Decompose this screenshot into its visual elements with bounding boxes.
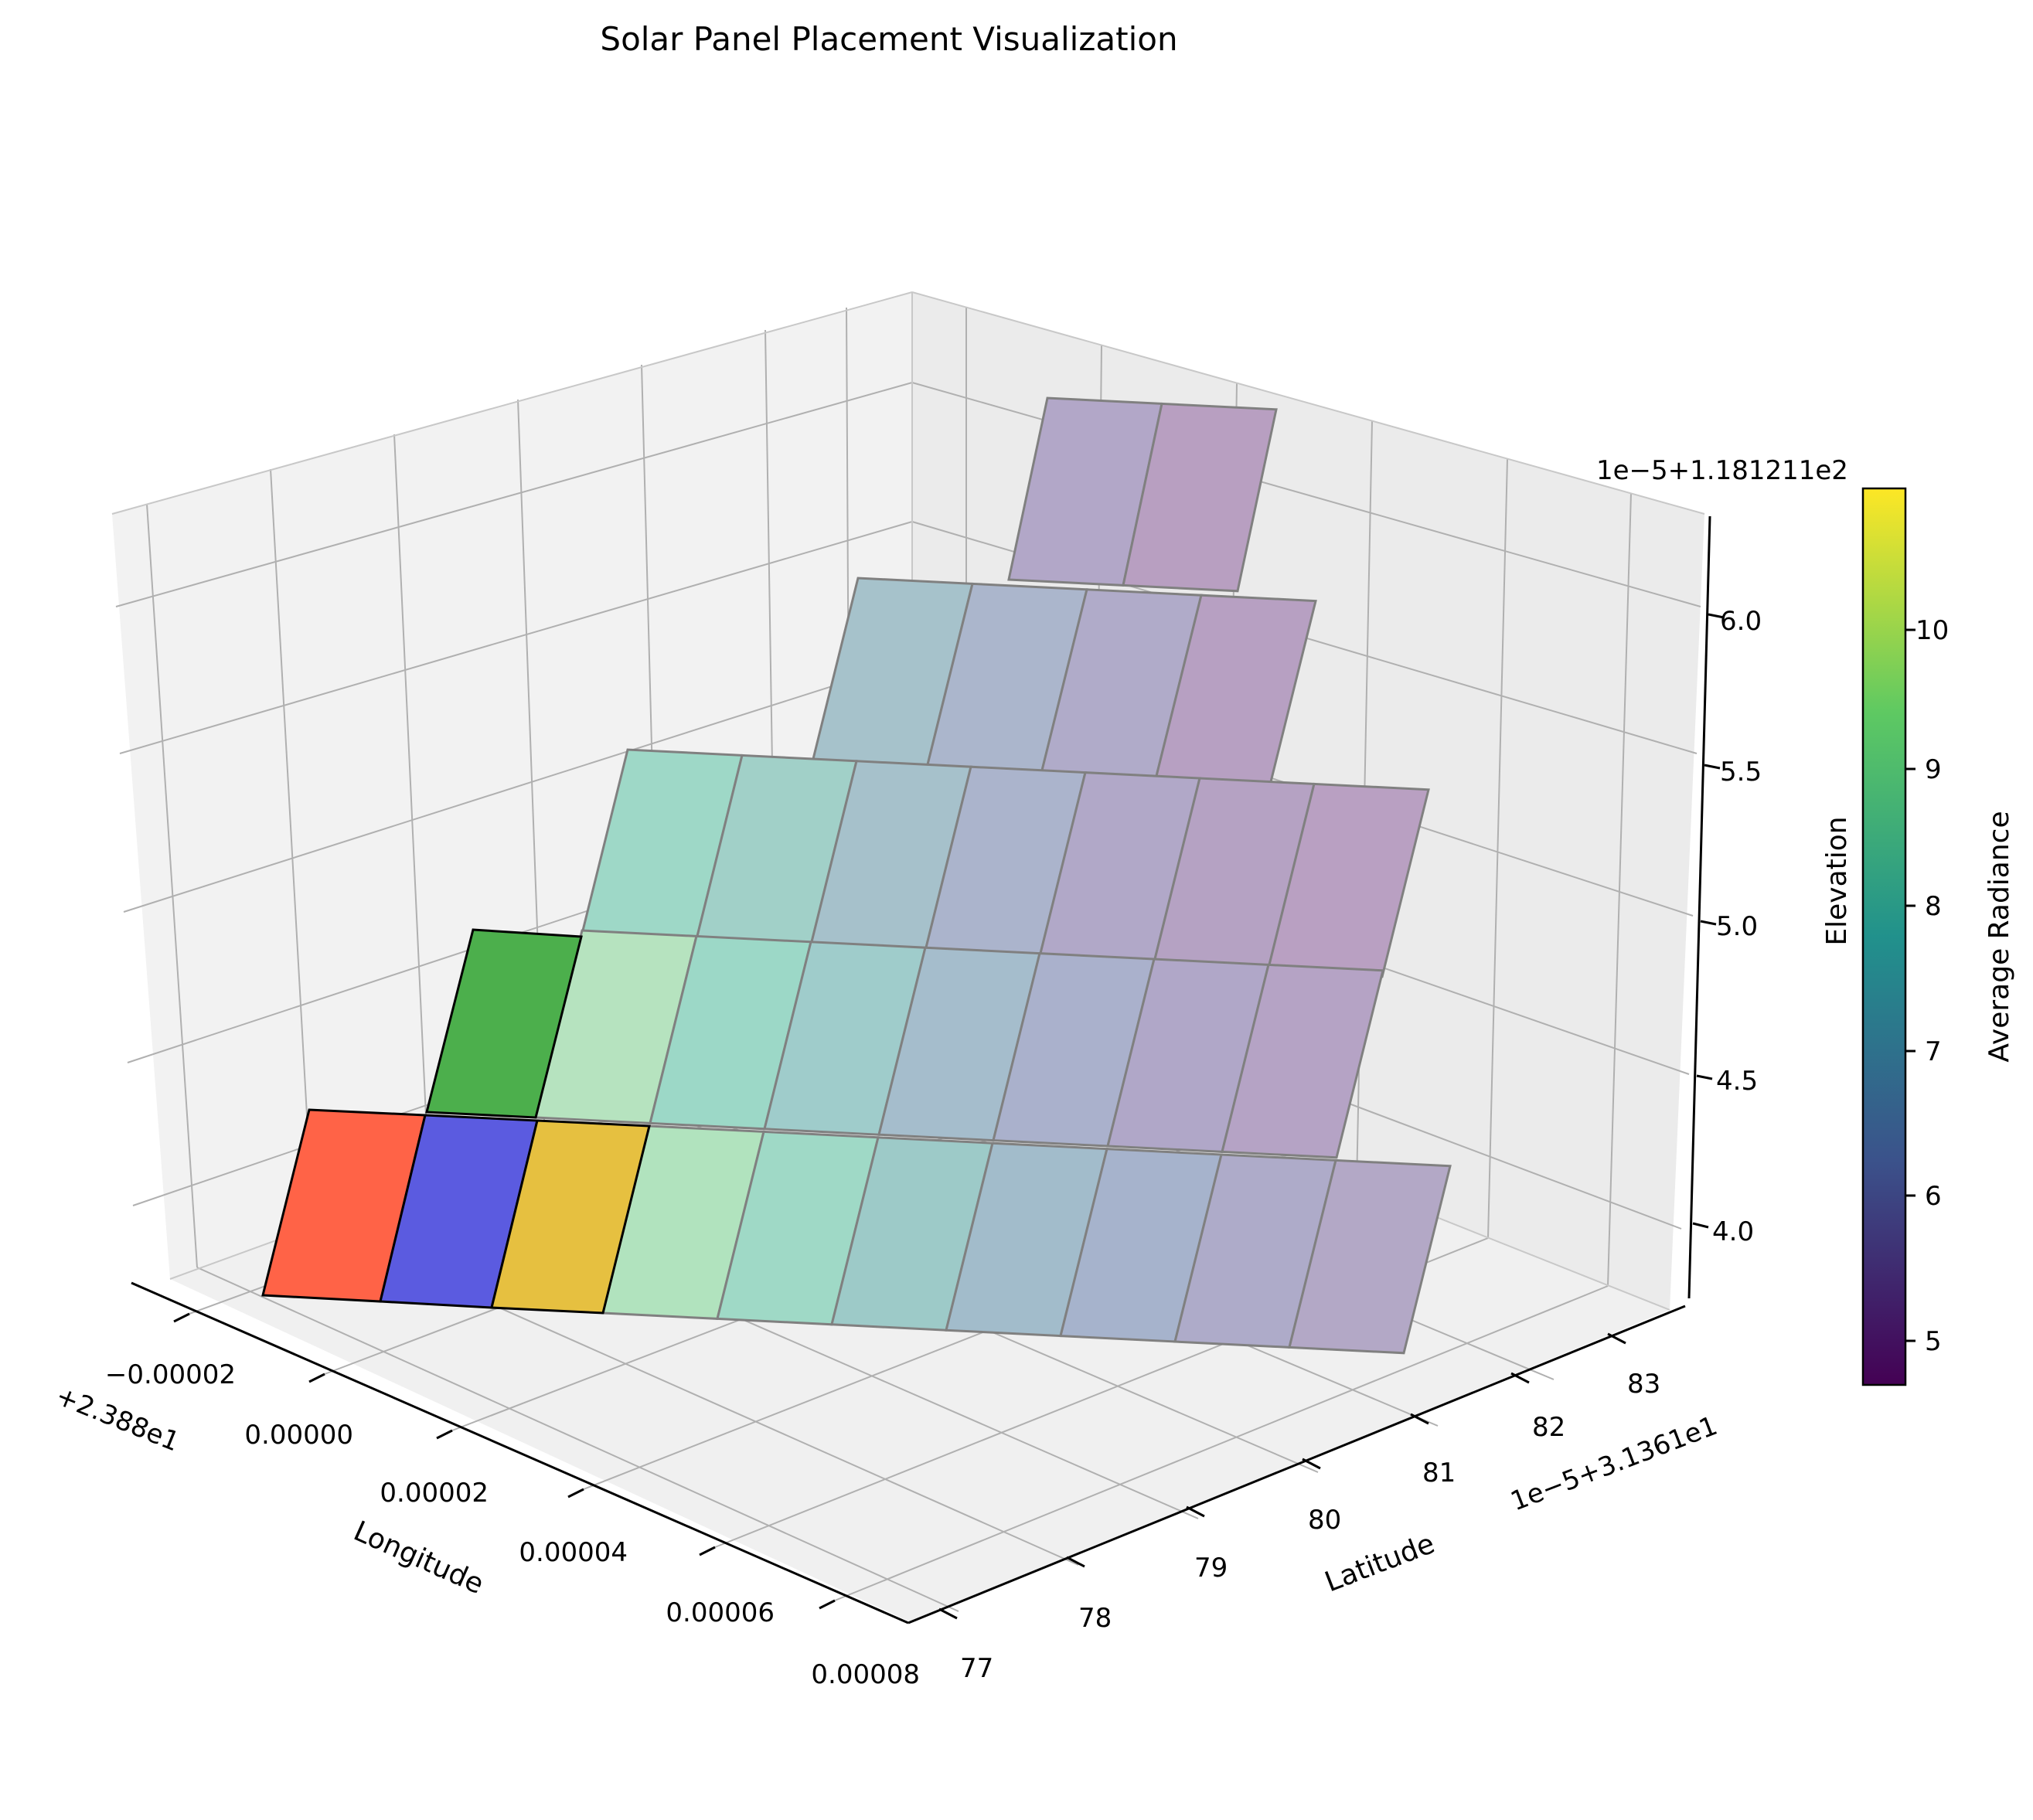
panel-gold: [490, 1119, 651, 1315]
x-tick-label: −0.00002: [105, 1359, 236, 1390]
colorbar-tick-label: 5: [1925, 1326, 1942, 1357]
z-tick-label: 5.5: [1720, 757, 1762, 788]
x-axis-label: Longitude: [349, 1516, 488, 1601]
z-tick-label: 6.0: [1720, 606, 1762, 637]
y-tick-labels: 77 78 79 80 81 82 83: [960, 1369, 1660, 1684]
surface-panels: [534, 396, 1452, 1355]
y-tick-label: 82: [1532, 1412, 1565, 1443]
z-tick-label: 5.0: [1716, 911, 1758, 942]
colorbar-tick-label: 9: [1925, 754, 1942, 785]
x-axis-line: [131, 1281, 909, 1624]
x-tick-label: 0.00006: [666, 1597, 775, 1628]
z-tick-label: 4.5: [1716, 1066, 1758, 1097]
panel-green: [425, 928, 583, 1119]
colorbar: 5 6 7 8 9 10 Average Radiance: [1861, 487, 2015, 1386]
surface-cell: [1221, 963, 1384, 1159]
x-tick-label: 0.00004: [519, 1537, 628, 1568]
x-tick-label: 0.00002: [380, 1478, 489, 1509]
y-tick-label: 80: [1308, 1505, 1341, 1536]
y-tick-label: 78: [1078, 1603, 1112, 1634]
colorbar-tick-label: 6: [1925, 1181, 1942, 1212]
chart-title: Solar Panel Placement Visualization: [600, 20, 1177, 58]
z-axis-label: Elevation: [1821, 816, 1853, 945]
surface-cell: [1122, 402, 1278, 593]
colorbar-tick-label: 7: [1925, 1036, 1942, 1067]
z-tick-labels: 4.0 4.5 5.0 5.5 6.0: [1712, 606, 1762, 1247]
y-axis-line: [908, 1305, 1686, 1624]
y-tick-label: 81: [1422, 1458, 1456, 1488]
y-axis-label: Latitude: [1321, 1528, 1439, 1598]
x-tick-label: 0.00008: [811, 1659, 920, 1690]
colorbar-label: Average Radiance: [1984, 811, 2015, 1062]
highlighted-panels: [261, 928, 651, 1315]
x-offset-label: +2.388e1: [52, 1380, 184, 1458]
z-axis-line: [1687, 515, 1711, 1299]
tick-marks: [173, 613, 1725, 1620]
x-tick-label: 0.00000: [244, 1420, 353, 1451]
z-tick-label: 4.0: [1712, 1216, 1754, 1247]
colorbar-tick-label: 8: [1925, 891, 1942, 922]
y-tick-label: 79: [1194, 1553, 1228, 1584]
y-tick-label: 83: [1627, 1369, 1660, 1400]
z-offset-label: 1e−5+1.181211e2: [1596, 455, 1848, 486]
axis-lines: [131, 515, 1711, 1624]
surface-cell: [1288, 1158, 1452, 1355]
y-tick-label: 77: [960, 1653, 993, 1684]
colorbar-gradient: [1861, 487, 1907, 1386]
x-tick-labels: −0.00002 0.00000 0.00002 0.00004 0.00006…: [105, 1359, 920, 1690]
colorbar-tick-label: 10: [1916, 615, 1949, 646]
